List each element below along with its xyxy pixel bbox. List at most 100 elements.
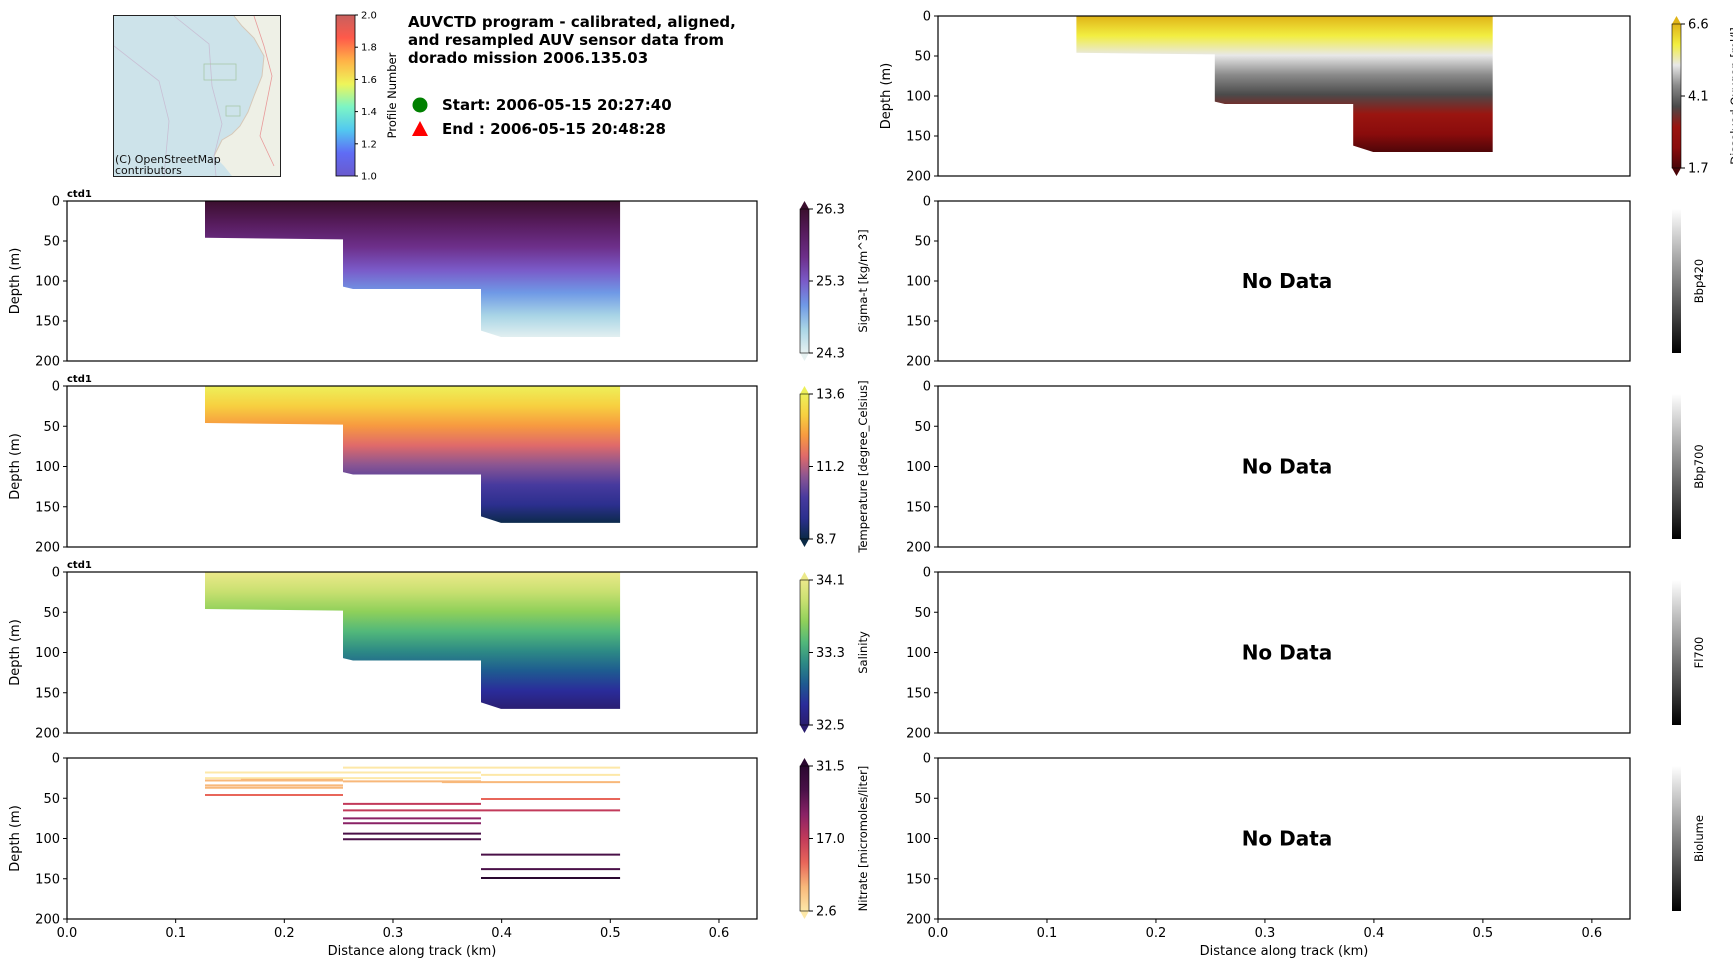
- y-tick-label: 50: [43, 420, 60, 435]
- x-tick-label: 0.2: [274, 926, 295, 941]
- salinity-panel: 0 50 100 150 200 Depth (m) ctd1 32.5 33.3 34.1 Sal…: [8, 560, 870, 742]
- colorbar-tick-label: 26.3: [816, 203, 845, 218]
- colorbar-label: Salinity: [856, 631, 870, 674]
- colorbar-min-extend: [800, 539, 809, 547]
- y-tick-label: 150: [906, 872, 931, 887]
- x-tick-label: 0.0: [928, 926, 949, 941]
- x-axis-label: Distance along track (km): [328, 944, 497, 959]
- colorbar-tick-label: 4.1: [1688, 90, 1709, 105]
- biolume-panel: 0 50 100 150 200 No Data 0.0 0.1 0.2 0.3 0.4 0.5 0.6…: [906, 752, 1706, 960]
- colorbar-tick-label: 17.0: [816, 832, 845, 847]
- y-tick-label: 150: [35, 686, 60, 701]
- y-tick-label: 100: [35, 275, 60, 290]
- y-tick-label: 50: [914, 235, 931, 250]
- y-tick-label: 100: [906, 832, 931, 847]
- no-data-label: No Data: [1242, 455, 1333, 479]
- y-axis-label: Depth (m): [8, 433, 23, 500]
- x-tick-label: 0.6: [709, 926, 730, 941]
- map-attribution-line-2: contributors: [115, 164, 182, 177]
- colorbar-tick-label: 34.1: [816, 574, 845, 589]
- legend-start: Start: 2006-05-15 20:27:40: [408, 96, 672, 114]
- colorbar-tick-label: 31.5: [816, 760, 845, 775]
- salinity-colorbar: [800, 580, 809, 725]
- bbp700-panel: 0 50 100 150 200 No Data Bbp700: [906, 380, 1706, 556]
- y-tick-label: 150: [35, 500, 60, 515]
- y-axis-label: Depth (m): [8, 619, 23, 686]
- colorbar-max-extend: [800, 201, 809, 209]
- fl700-colorbar: [1672, 580, 1681, 725]
- bbp420-colorbar: [1672, 209, 1681, 353]
- x-tick-label: 0.3: [383, 926, 404, 941]
- colorbar-label: Profile Number: [385, 52, 399, 138]
- y-tick-label: 150: [906, 500, 931, 515]
- colorbar-label: Temperature [degree_Celsius]: [856, 380, 870, 553]
- colorbar-tick-label: 6.6: [1688, 18, 1709, 33]
- colorbar-tick-label: 1.2: [361, 139, 377, 150]
- y-tick-label: 0: [52, 195, 60, 210]
- legend-end: End : 2006-05-15 20:48:28: [408, 120, 666, 138]
- colorbar-tick-label: 8.7: [816, 533, 837, 548]
- colorbar-tick-label: 32.5: [816, 719, 845, 734]
- dissolved-oxygen-data-section: [1076, 16, 1493, 152]
- colorbar-min-extend: [1672, 168, 1681, 176]
- colorbar-label: Bbp420: [1692, 259, 1706, 303]
- dissolved-oxygen-panel: 0 50 100 150 200 Depth (m) 1.7 4.1 6.6 Dissolved …: [879, 10, 1733, 185]
- colorbar-label: Fl700: [1692, 637, 1706, 669]
- sigma_t-panel: 0 50 100 150 200 Depth (m) ctd1 24.3 25.3 26.3 Sig…: [8, 189, 870, 370]
- colorbar-tick-label: 24.3: [816, 347, 845, 362]
- title-line-2: and resampled AUV sensor data from: [408, 31, 725, 49]
- x-tick-label: 0.4: [491, 926, 512, 941]
- colorbar-tick-label: 1.6: [361, 75, 377, 86]
- red-triangle-icon: [408, 120, 432, 138]
- no-data-label: No Data: [1242, 269, 1333, 293]
- y-tick-label: 150: [906, 130, 931, 145]
- colorbar-min-extend: [800, 725, 809, 733]
- colorbar-tick-label: 13.6: [816, 388, 845, 403]
- colorbar-tick-label: 1.7: [1688, 162, 1709, 177]
- y-tick-label: 100: [906, 460, 931, 475]
- sigma_t-data-section: [205, 201, 621, 337]
- y-tick-label: 0: [923, 10, 931, 25]
- y-tick-label: 200: [35, 541, 60, 556]
- nitrate-colorbar: [800, 766, 809, 911]
- colorbar-label: Dissolved Oxygen [ml/l]: [1728, 27, 1733, 165]
- salinity-data-section: [205, 572, 621, 709]
- x-tick-label: 0.1: [1037, 926, 1058, 941]
- colorbar-max-extend: [800, 758, 809, 766]
- x-tick-label: 0.5: [600, 926, 621, 941]
- colorbar-tick-label: 11.2: [816, 460, 845, 475]
- panel-title: ctd1: [67, 374, 92, 385]
- colorbar-max-extend: [800, 386, 809, 394]
- map-attribution: (C) OpenStreetMap contributors: [115, 154, 221, 176]
- y-tick-label: 150: [35, 315, 60, 330]
- dissolved-oxygen-colorbar: [1672, 24, 1681, 168]
- x-tick-label: 0.0: [57, 926, 78, 941]
- colorbar-label: Nitrate [micromoles/liter]: [856, 766, 870, 912]
- y-tick-label: 0: [52, 752, 60, 767]
- colorbar-tick-label: 33.3: [816, 646, 845, 661]
- y-tick-label: 100: [906, 90, 931, 105]
- y-tick-label: 0: [923, 195, 931, 210]
- sigma_t-colorbar: [800, 209, 809, 353]
- colorbar-max-extend: [800, 572, 809, 580]
- colorbar-label: Biolume: [1692, 815, 1706, 862]
- title-line-3: dorado mission 2006.135.03: [408, 49, 649, 67]
- colorbar-tick-label: 2.0: [361, 11, 377, 22]
- colorbar-label: Bbp700: [1692, 444, 1706, 488]
- nitrate-panel: 0 50 100 150 200 Depth (m) 0.0 0.1 0.2 0.3 0.4 0.5 0…: [8, 752, 870, 960]
- temperature-panel: 0 50 100 150 200 Depth (m) ctd1 8.7 11.2 13.6 Temp…: [8, 374, 870, 556]
- y-tick-label: 50: [914, 606, 931, 621]
- y-tick-label: 200: [35, 355, 60, 370]
- colorbar-tick-label: 1.8: [361, 43, 377, 54]
- y-tick-label: 100: [35, 646, 60, 661]
- start-time-label: Start: 2006-05-15 20:27:40: [442, 96, 672, 114]
- y-tick-label: 0: [52, 566, 60, 581]
- temperature-colorbar: [800, 394, 809, 539]
- colorbar-tick-label: 1.4: [361, 107, 377, 118]
- profile-number-colorbar: 1.0 1.2 1.4 1.6 1.8 2.0 Profile Number: [335, 11, 399, 183]
- y-tick-label: 200: [906, 541, 931, 556]
- y-axis-label: Depth (m): [8, 248, 23, 315]
- title-line-1: AUVCTD program - calibrated, aligned,: [408, 13, 736, 31]
- y-tick-label: 0: [923, 380, 931, 395]
